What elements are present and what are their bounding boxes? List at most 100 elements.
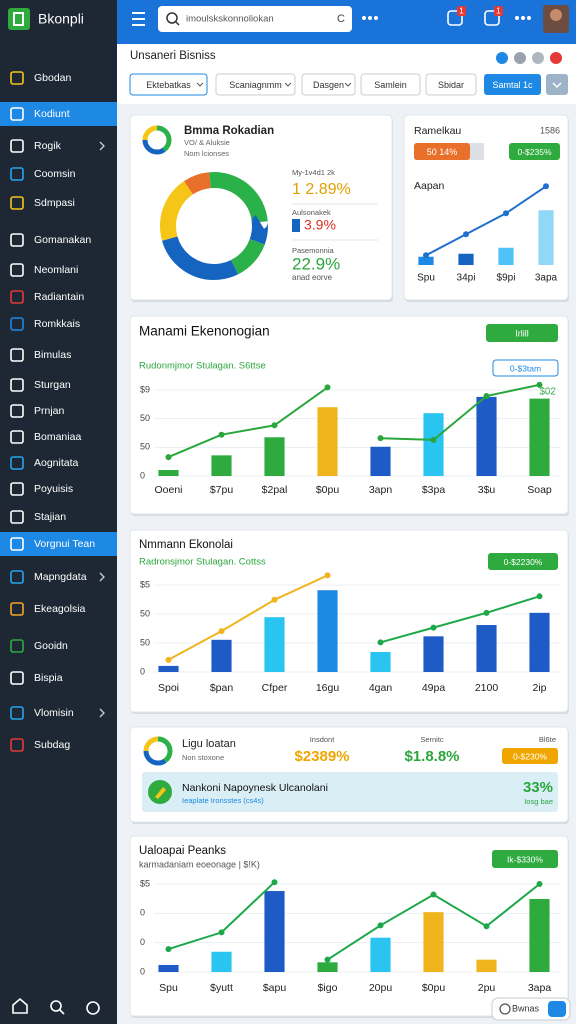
- line-point: [483, 393, 490, 400]
- filter-label: Sbidar: [438, 80, 464, 90]
- bar: [498, 247, 514, 265]
- dropdown-caret: [552, 82, 562, 89]
- line-point: [324, 572, 331, 579]
- search-glyph-handle: [175, 21, 180, 26]
- home-icon[interactable]: [12, 997, 28, 1014]
- nav-item[interactable]: Bomaniaa: [34, 431, 81, 443]
- bar: [264, 891, 285, 972]
- nav-item[interactable]: Neomlani: [34, 264, 78, 276]
- header-icon[interactable]: [550, 52, 562, 64]
- notify-icon[interactable]: [484, 10, 500, 26]
- nav-item[interactable]: Gooidn: [34, 640, 68, 652]
- header-icon[interactable]: [514, 52, 526, 64]
- summary-badge: [509, 143, 560, 160]
- notify-icon[interactable]: [447, 10, 463, 26]
- stat-label: Pasemonnia: [292, 246, 335, 255]
- nav-icon: [10, 167, 24, 181]
- settings-icon[interactable]: [86, 1001, 100, 1015]
- nav-item[interactable]: Poyuisis: [34, 483, 73, 495]
- action-button[interactable]: [484, 74, 541, 95]
- stat-value: 22.9%: [292, 254, 340, 273]
- more-icon[interactable]: [368, 16, 372, 20]
- nav-item[interactable]: Ekeagolsia: [34, 603, 86, 615]
- bar: [529, 612, 550, 672]
- more-icon[interactable]: [521, 16, 525, 20]
- filter[interactable]: [425, 73, 477, 96]
- filter[interactable]: [129, 73, 208, 96]
- panel-subtitle: karmadaniam eoeonage | $!K): [139, 859, 260, 869]
- nav-item[interactable]: Vlomisin: [34, 707, 74, 719]
- nav-item[interactable]: Romkkais: [34, 318, 80, 330]
- nav-item[interactable]: Aognitata: [34, 457, 79, 469]
- action-dropdown[interactable]: [546, 74, 568, 95]
- bar: [370, 651, 391, 672]
- nav-item[interactable]: Vorgnui Tean: [34, 538, 95, 550]
- more-icon[interactable]: [374, 16, 378, 20]
- panel-note: $02: [539, 387, 556, 398]
- search-icon[interactable]: [50, 1000, 62, 1012]
- x-tick-label: $yutt: [210, 982, 233, 994]
- nav-item[interactable]: Coomsin: [34, 168, 76, 180]
- panel-button[interactable]: [486, 324, 558, 342]
- panel-badge: [492, 850, 558, 868]
- more-icon[interactable]: [515, 16, 519, 20]
- bar: [317, 962, 338, 972]
- notify-badge: [494, 6, 503, 16]
- header-icon[interactable]: [496, 52, 508, 64]
- bar: [458, 253, 474, 265]
- nav-item[interactable]: Subdag: [34, 739, 70, 751]
- avatar-face: [550, 9, 562, 21]
- more-icon[interactable]: [362, 16, 366, 20]
- nav-item[interactable]: Kodiunt: [34, 108, 70, 120]
- y-tick-label: 50: [140, 608, 150, 618]
- more-icon[interactable]: [527, 16, 531, 20]
- donut-segment: [160, 172, 268, 280]
- nav-item[interactable]: Mapngdata: [34, 571, 87, 583]
- help-label: Bwnas: [512, 1003, 540, 1013]
- nav-item[interactable]: Sdmpasi: [34, 197, 75, 209]
- bar: [211, 639, 232, 672]
- filter[interactable]: [360, 73, 421, 96]
- nav-item[interactable]: Gbodan: [34, 72, 72, 84]
- card-count: 1586: [540, 125, 560, 135]
- nav-item[interactable]: Bispia: [34, 672, 63, 684]
- nav-item[interactable]: Rogik: [34, 140, 62, 152]
- line-point: [430, 891, 437, 898]
- nav-icon: [10, 404, 24, 418]
- filter-caret: [344, 82, 352, 87]
- filter[interactable]: [215, 73, 296, 96]
- x-tick-label: Ooeni: [154, 484, 182, 496]
- line-point: [218, 929, 225, 936]
- x-tick-label: $pan: [210, 682, 234, 694]
- metric-label: Insdont: [310, 735, 336, 744]
- nav-icon: [10, 263, 24, 277]
- filter-label: Ektebatkas: [146, 80, 191, 90]
- nav-item[interactable]: Radiantain: [34, 291, 84, 303]
- x-tick-label: 20pu: [369, 982, 393, 994]
- line-point: [271, 879, 278, 886]
- nav-icon: [10, 71, 24, 85]
- metric-badge: [502, 748, 558, 764]
- panel-title: Nmmann Ekonolai: [139, 539, 233, 551]
- bar: [476, 625, 497, 672]
- y-tick-label: 0: [140, 937, 145, 947]
- stat-note: anad eorve: [292, 273, 333, 282]
- panel-subtitle: Rudonmjmor Stulagan. S6ttse: [139, 361, 266, 372]
- notify-badge: [457, 6, 466, 16]
- nav-item[interactable]: Bimulas: [34, 349, 71, 361]
- nav-item[interactable]: Sturgan: [34, 379, 71, 391]
- chat-icon: [548, 1001, 566, 1017]
- panel-title: Manami Ekenonogian: [139, 324, 270, 339]
- y-tick-label: 50: [140, 637, 150, 647]
- nav-item[interactable]: Prnjan: [34, 405, 65, 417]
- nav-item[interactable]: Stajian: [34, 511, 66, 523]
- notify-count: 1: [459, 7, 464, 16]
- bar: [317, 590, 338, 672]
- filter[interactable]: [301, 73, 356, 96]
- search-box[interactable]: [158, 6, 352, 32]
- nav-item[interactable]: Gomanakan: [34, 234, 91, 246]
- header-icon[interactable]: [532, 52, 544, 64]
- x-tick-label: $0pu: [422, 982, 446, 994]
- line-point: [377, 639, 384, 646]
